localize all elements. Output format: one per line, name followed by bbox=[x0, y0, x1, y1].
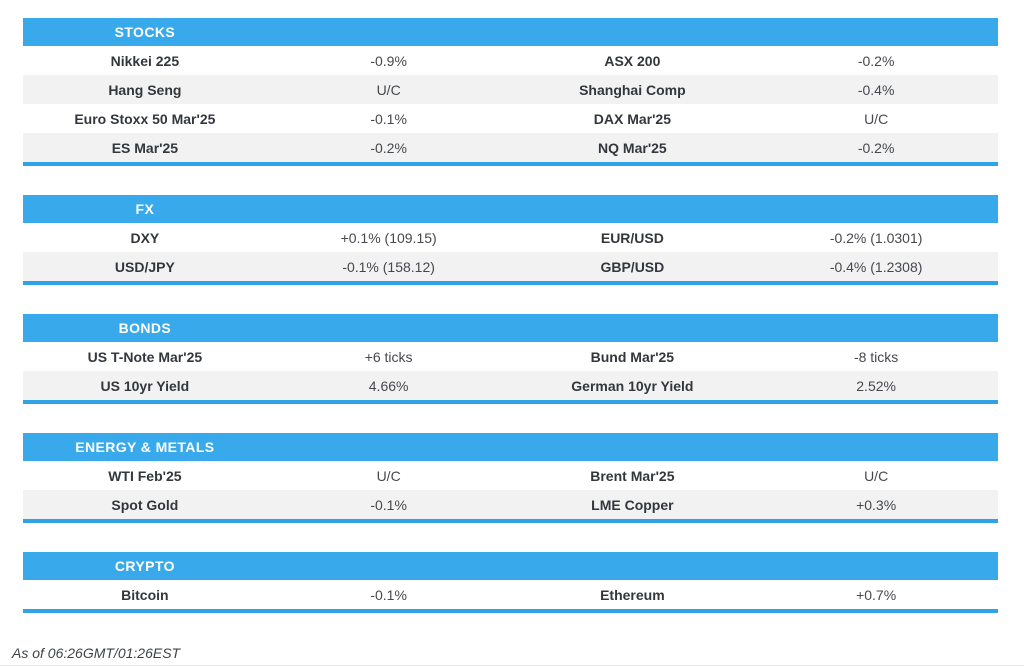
instrument-label: DXY bbox=[130, 229, 160, 246]
instrument-label: GBP/USD bbox=[600, 258, 665, 275]
instrument-value: -0.2% (1.0301) bbox=[829, 229, 923, 246]
instrument-label: ASX 200 bbox=[604, 52, 661, 69]
market-table-bonds: BONDS US T-Note Mar'25 +6 ticks Bund Mar… bbox=[23, 314, 998, 404]
instrument-label: US 10yr Yield bbox=[100, 377, 190, 394]
table-row: Hang Seng U/C Shanghai Comp -0.4% bbox=[23, 75, 998, 104]
instrument-label: USD/JPY bbox=[114, 258, 175, 275]
table-row: Spot Gold -0.1% LME Copper +0.3% bbox=[23, 490, 998, 519]
section-title: STOCKS bbox=[114, 24, 176, 40]
instrument-value: -0.2% bbox=[857, 52, 895, 69]
section-header-stocks: STOCKS bbox=[23, 18, 998, 46]
instrument-value: U/C bbox=[864, 110, 889, 127]
instrument-label: German 10yr Yield bbox=[571, 377, 694, 394]
instrument-label: Nikkei 225 bbox=[110, 52, 180, 69]
section-header-bonds: BONDS bbox=[23, 314, 998, 342]
instrument-value: +6 ticks bbox=[364, 348, 413, 365]
market-table-crypto: CRYPTO Bitcoin -0.1% Ethereum +0.7% bbox=[23, 552, 998, 613]
instrument-value: -0.1% bbox=[370, 496, 407, 513]
instrument-value: U/C bbox=[376, 467, 401, 484]
instrument-value: +0.7% bbox=[856, 586, 897, 603]
instrument-value: -0.2% bbox=[370, 139, 407, 156]
instrument-label: Spot Gold bbox=[111, 496, 179, 513]
instrument-label: ES Mar'25 bbox=[111, 139, 179, 156]
section-header-energy-metals: ENERGY & METALS bbox=[23, 433, 998, 461]
instrument-label: WTI Feb'25 bbox=[108, 467, 182, 484]
instrument-value: -0.1% bbox=[370, 110, 407, 127]
market-table-fx: FX DXY +0.1% (109.15) EUR/USD -0.2% (1.0… bbox=[23, 195, 998, 285]
instrument-label: LME Copper bbox=[591, 496, 674, 513]
instrument-label: Bund Mar'25 bbox=[590, 348, 675, 365]
table-row: Bitcoin -0.1% Ethereum +0.7% bbox=[23, 580, 998, 609]
table-row: WTI Feb'25 U/C Brent Mar'25 U/C bbox=[23, 461, 998, 490]
section-title: BONDS bbox=[118, 320, 172, 336]
as-of-timestamp: As of 06:26GMT/01:26EST bbox=[12, 645, 181, 661]
instrument-value: -8 ticks bbox=[853, 348, 899, 365]
table-row: USD/JPY -0.1% (158.12) GBP/USD -0.4% (1.… bbox=[23, 252, 998, 281]
section-title: FX bbox=[135, 201, 155, 217]
instrument-value: 2.52% bbox=[856, 377, 896, 394]
table-row: Euro Stoxx 50 Mar'25 -0.1% DAX Mar'25 U/… bbox=[23, 104, 998, 133]
instrument-label: Hang Seng bbox=[108, 81, 182, 98]
instrument-value: -0.1% bbox=[370, 586, 407, 603]
instrument-value: +0.3% bbox=[856, 496, 897, 513]
instrument-value: -0.9% bbox=[370, 52, 407, 69]
instrument-value: +0.1% (109.15) bbox=[340, 229, 437, 246]
section-header-fx: FX bbox=[23, 195, 998, 223]
instrument-label: DAX Mar'25 bbox=[593, 110, 671, 127]
instrument-label: Brent Mar'25 bbox=[590, 467, 675, 484]
table-row: ES Mar'25 -0.2% NQ Mar'25 -0.2% bbox=[23, 133, 998, 162]
instrument-value: -0.4% bbox=[857, 81, 895, 98]
instrument-label: Ethereum bbox=[600, 586, 665, 603]
instrument-label: Euro Stoxx 50 Mar'25 bbox=[74, 110, 216, 127]
table-row: US T-Note Mar'25 +6 ticks Bund Mar'25 -8… bbox=[23, 342, 998, 371]
instrument-label: Bitcoin bbox=[121, 586, 169, 603]
table-row: DXY +0.1% (109.15) EUR/USD -0.2% (1.0301… bbox=[23, 223, 998, 252]
section-header-crypto: CRYPTO bbox=[23, 552, 998, 580]
market-table-stocks: STOCKS Nikkei 225 -0.9% ASX 200 -0.2% Ha… bbox=[23, 18, 998, 166]
market-wrap: STOCKS Nikkei 225 -0.9% ASX 200 -0.2% Ha… bbox=[12, 18, 998, 661]
instrument-value: -0.1% (158.12) bbox=[342, 258, 435, 275]
section-title: CRYPTO bbox=[114, 558, 175, 574]
instrument-label: NQ Mar'25 bbox=[598, 139, 667, 156]
instrument-label: US T-Note Mar'25 bbox=[87, 348, 203, 365]
table-row: Nikkei 225 -0.9% ASX 200 -0.2% bbox=[23, 46, 998, 75]
instrument-value: -0.2% bbox=[857, 139, 895, 156]
instrument-label: Shanghai Comp bbox=[579, 81, 686, 98]
instrument-value: -0.4% (1.2308) bbox=[829, 258, 923, 275]
section-title: ENERGY & METALS bbox=[75, 439, 215, 455]
instrument-value: U/C bbox=[864, 467, 889, 484]
instrument-value: 4.66% bbox=[368, 377, 409, 394]
instrument-value: U/C bbox=[376, 81, 401, 98]
market-table-energy-metals: ENERGY & METALS WTI Feb'25 U/C Brent Mar… bbox=[23, 433, 998, 523]
instrument-label: EUR/USD bbox=[600, 229, 664, 246]
table-row: US 10yr Yield 4.66% German 10yr Yield 2.… bbox=[23, 371, 998, 400]
